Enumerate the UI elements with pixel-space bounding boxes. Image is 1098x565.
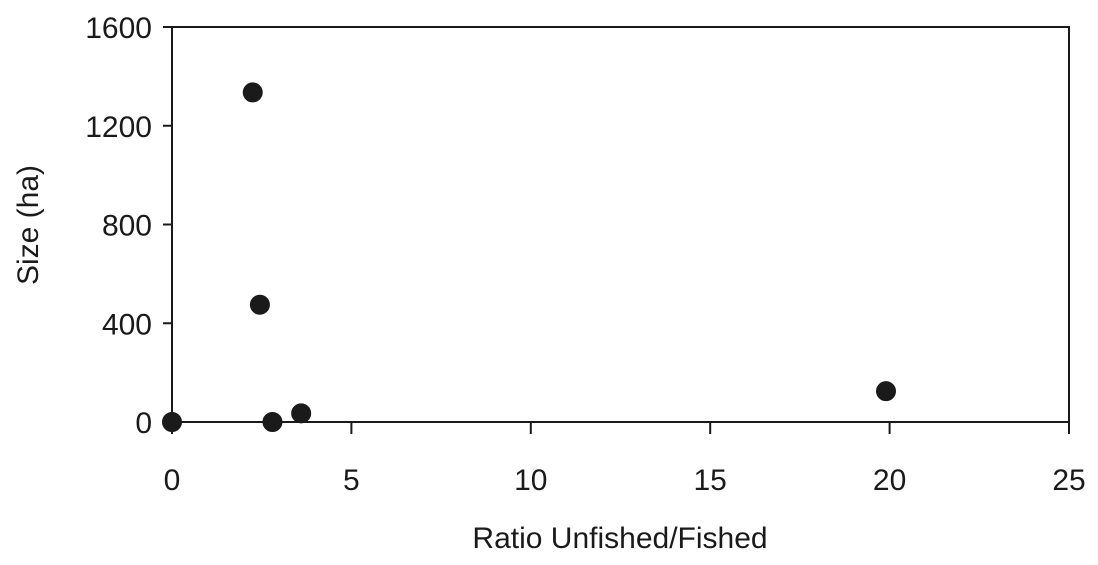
x-tick-label: 25: [1052, 464, 1085, 497]
data-points: [162, 82, 897, 432]
y-tick-label: 1600: [85, 12, 152, 45]
x-tick-label: 15: [694, 464, 727, 497]
data-point: [162, 412, 182, 432]
x-axis-title: Ratio Unfished/Fished: [472, 522, 767, 555]
x-tick-label: 0: [164, 464, 181, 497]
plot-area: [171, 26, 1070, 423]
y-axis: 0 400 800 1200 1600: [85, 12, 172, 440]
y-tick-label: 400: [102, 308, 152, 341]
x-tick-label: 5: [343, 464, 360, 497]
y-tick-label: 0: [135, 407, 152, 440]
x-tick-label: 20: [873, 464, 906, 497]
data-point: [242, 82, 263, 103]
x-tick-label: 10: [514, 464, 547, 497]
data-point: [291, 403, 312, 424]
y-tick-label: 800: [102, 210, 152, 243]
y-tick-label: 1200: [85, 111, 152, 144]
x-axis: 0 5 10 15 20 25: [164, 422, 1086, 497]
data-point: [876, 381, 897, 402]
data-point: [262, 412, 283, 432]
data-point: [249, 294, 270, 315]
y-axis-title: Size (ha): [12, 165, 45, 285]
